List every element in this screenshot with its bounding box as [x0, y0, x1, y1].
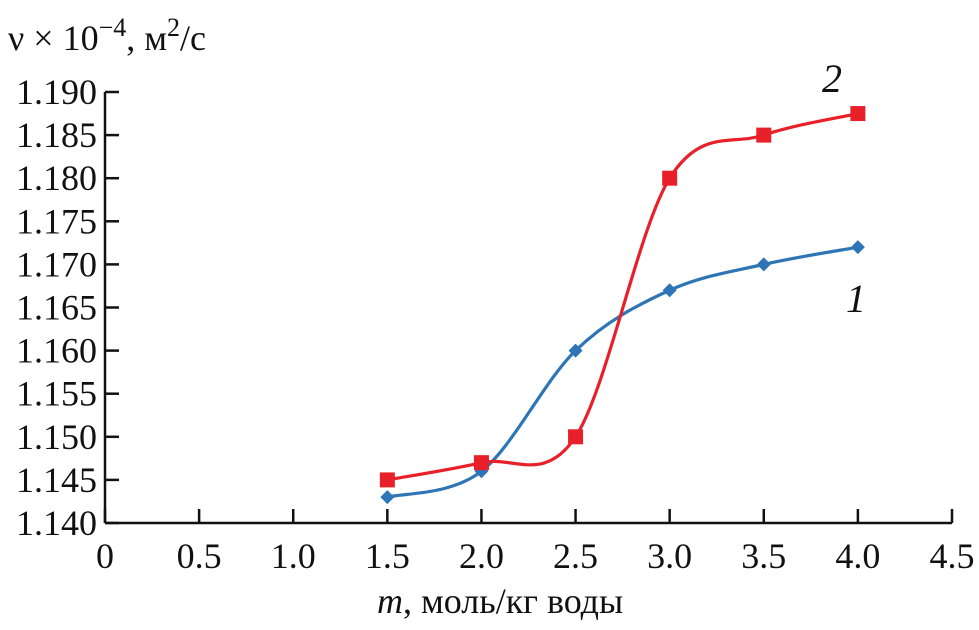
series-2-point	[473, 455, 489, 471]
y-axis-title-exponent: −4	[99, 13, 127, 42]
series-2-point	[568, 429, 584, 445]
series-layer	[379, 106, 866, 505]
y-tick-label: 1.155	[16, 374, 97, 414]
series-1-point	[568, 343, 583, 358]
series-2-point	[379, 472, 395, 488]
series-1-point	[662, 283, 677, 298]
y-tick-label: 1.160	[16, 331, 97, 371]
x-tick-label: 2.0	[459, 536, 504, 576]
y-tick-label: 1.145	[16, 460, 97, 500]
x-axis-title-variable: m	[377, 581, 403, 621]
series-1-line	[386, 245, 859, 499]
series-2-point	[850, 106, 866, 122]
series-2-point	[662, 170, 678, 186]
y-axis-title-unit: , м	[126, 18, 167, 58]
y-axis-title-unit-tail: /с	[180, 18, 206, 58]
y-tick-label: 1.140	[16, 503, 97, 543]
x-tick-label: 1.0	[271, 536, 316, 576]
y-tick-label: 1.150	[16, 417, 97, 457]
series-2	[379, 106, 866, 488]
axes	[103, 92, 952, 525]
y-axis-title-base: ν × 10	[8, 18, 99, 58]
x-ticks: 0 0.5 1.0 1.5 2.0 2.5 3.0 3.5 4.0 4.5	[96, 509, 975, 576]
series-label-2: 2	[822, 56, 842, 101]
y-tick-label: 1.170	[16, 244, 97, 284]
y-tick-label: 1.180	[16, 158, 97, 198]
series-1-point	[850, 240, 865, 255]
y-tick-label: 1.175	[16, 201, 97, 241]
y-tick-label: 1.185	[16, 115, 97, 155]
x-axis-title: m, моль/кг воды	[377, 581, 623, 621]
x-tick-label: 0.5	[177, 536, 222, 576]
series-2-point	[756, 127, 772, 143]
x-tick-label: 4.5	[930, 536, 975, 576]
y-ticks: 1.1401.1451.1501.1551.1601.1651.1701.175…	[16, 72, 119, 543]
series-label-1: 1	[846, 276, 866, 321]
y-axis-title: ν × 10−4, м2/с	[8, 13, 206, 58]
x-axis-title-unit: , моль/кг воды	[403, 581, 623, 621]
x-tick-label: 1.5	[365, 536, 410, 576]
y-axis-title-unit-exponent: 2	[167, 13, 180, 42]
x-tick-label: 3.0	[647, 536, 692, 576]
y-tick-label: 1.165	[16, 288, 97, 328]
x-tick-label: 4.0	[835, 536, 880, 576]
series-1	[380, 240, 865, 505]
series-1-point	[756, 257, 771, 272]
x-tick-label: 3.5	[741, 536, 786, 576]
series-2-line	[387, 111, 859, 482]
series-1-point	[380, 490, 395, 505]
x-tick-label: 0	[96, 536, 114, 576]
y-tick-label: 1.190	[16, 72, 97, 112]
x-tick-label: 2.5	[553, 536, 598, 576]
